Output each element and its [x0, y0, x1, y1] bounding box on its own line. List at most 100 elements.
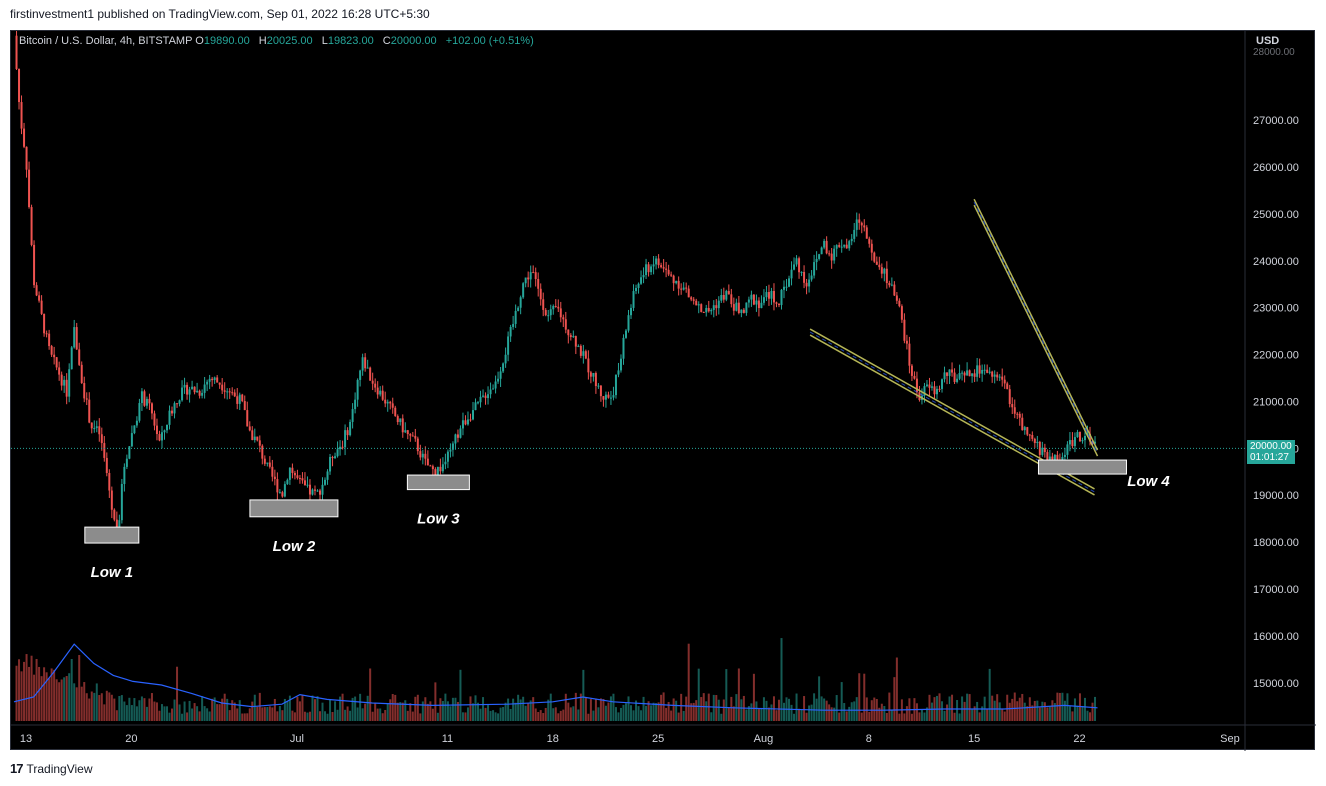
candle-body — [579, 345, 582, 356]
symbol-name[interactable]: Bitcoin / U.S. Dollar, 4h, BITSTAMP — [19, 35, 193, 47]
candle-body — [597, 385, 600, 387]
trendline-lower-center — [809, 331, 1095, 493]
candle-body — [685, 287, 688, 289]
volume-bar — [201, 696, 204, 721]
volume-bar — [752, 673, 755, 721]
candle-body — [128, 446, 131, 459]
candle-body — [40, 300, 43, 314]
trendline-layer[interactable] — [809, 198, 1099, 496]
candle-body — [80, 364, 83, 384]
volume-bar — [1026, 706, 1029, 721]
candle-body — [434, 469, 437, 477]
candle-body — [421, 453, 424, 458]
volume-bar — [1011, 698, 1014, 721]
candle-body — [682, 287, 685, 290]
candlestick-chart[interactable]: Low 1 Low 2 Low 3 Low 4 15000.00 16000.00 170… — [11, 31, 1316, 751]
volume-bar — [431, 708, 434, 721]
volume-bar — [898, 713, 901, 721]
volume-bar — [38, 666, 41, 721]
candle-body — [78, 349, 81, 365]
candle-body — [336, 449, 339, 457]
volume-bar — [1091, 702, 1094, 721]
volume-bar — [223, 693, 226, 721]
candle-body — [1094, 441, 1097, 444]
candle-body — [461, 420, 464, 429]
volume-bar — [211, 698, 214, 721]
volume-bar — [216, 704, 219, 721]
low-box — [249, 499, 339, 518]
candle-body — [777, 303, 780, 306]
candle-body — [903, 319, 906, 341]
volume-bar — [519, 699, 522, 721]
candle-body — [956, 378, 959, 382]
candle-body — [65, 379, 68, 397]
candle-body — [381, 390, 384, 400]
candle-body — [394, 407, 397, 417]
candle-body — [587, 358, 590, 373]
trendline-upper-center — [973, 201, 1098, 454]
volume-bar — [256, 706, 259, 721]
volume-bar — [986, 708, 989, 721]
candle-body — [798, 258, 801, 273]
candle-body — [1081, 440, 1084, 442]
volume-bar — [936, 695, 939, 721]
volume-bar — [805, 712, 808, 721]
candle-body — [123, 466, 126, 485]
price-axis[interactable]: 15000.00 16000.00 17000.00 18000.00 19000.00… — [1253, 115, 1299, 690]
volume-bar — [444, 693, 447, 721]
candle-body — [559, 308, 562, 318]
volume-bar — [956, 700, 959, 721]
candle-body — [905, 340, 908, 344]
candle-body — [253, 436, 256, 441]
volume-bar — [246, 713, 249, 721]
volume-bar — [273, 698, 276, 721]
chart-panel[interactable]: Low 1 Low 2 Low 3 Low 4 15000.00 16000.00 170… — [10, 30, 1316, 751]
candle-body — [286, 479, 289, 485]
volume-bar — [243, 713, 246, 721]
bar-countdown: 01:01:27 — [1250, 452, 1289, 464]
volume-bar — [577, 709, 580, 721]
time-axis[interactable]: 13 20 Jul 11 18 25 Aug 8 15 22 Sep — [20, 733, 1240, 745]
volume-bar — [597, 707, 600, 721]
time-tick-label: Jul — [290, 733, 304, 745]
volume-bar — [45, 672, 48, 721]
low-label: Low 4 — [1127, 473, 1170, 490]
volume-bar — [750, 703, 753, 721]
candle-body — [191, 386, 194, 390]
candle-body — [319, 490, 322, 495]
volume-bar — [461, 712, 464, 721]
candle-body — [163, 430, 166, 433]
volume-bar — [800, 709, 803, 721]
volume-bar — [326, 713, 329, 721]
volume-bar — [40, 676, 43, 721]
volume-bar — [1043, 702, 1046, 721]
volume-bar — [632, 710, 635, 721]
volume-bar — [557, 713, 560, 721]
candle-body — [933, 386, 936, 395]
candle-body — [507, 336, 510, 355]
volume-bar — [951, 694, 954, 721]
low-label: Low 2 — [273, 538, 316, 555]
candle-body — [386, 401, 389, 404]
candle-body — [58, 367, 61, 375]
price-tick-label: 18000.00 — [1253, 537, 1299, 549]
candle-body — [429, 465, 432, 467]
volume-bar — [1076, 705, 1079, 721]
volume-bar — [1073, 698, 1076, 721]
candle-body — [632, 291, 635, 308]
volume-bar — [173, 699, 176, 721]
time-tick-label: 8 — [866, 733, 872, 745]
candle-body — [173, 403, 176, 414]
volume-bar — [196, 706, 199, 721]
volume-bar — [760, 707, 763, 721]
currency-label[interactable]: USD — [1256, 35, 1280, 47]
time-tick-label: 25 — [652, 733, 664, 745]
volume-bar — [176, 666, 179, 721]
volume-bar — [705, 701, 708, 721]
candle-body — [657, 258, 660, 266]
annotation-layer[interactable]: Low 1 Low 2 Low 3 Low 4 — [84, 459, 1171, 581]
candle-body — [574, 336, 577, 347]
candle-body — [527, 277, 530, 280]
volume-bar — [647, 701, 650, 721]
candle-body — [755, 300, 758, 305]
